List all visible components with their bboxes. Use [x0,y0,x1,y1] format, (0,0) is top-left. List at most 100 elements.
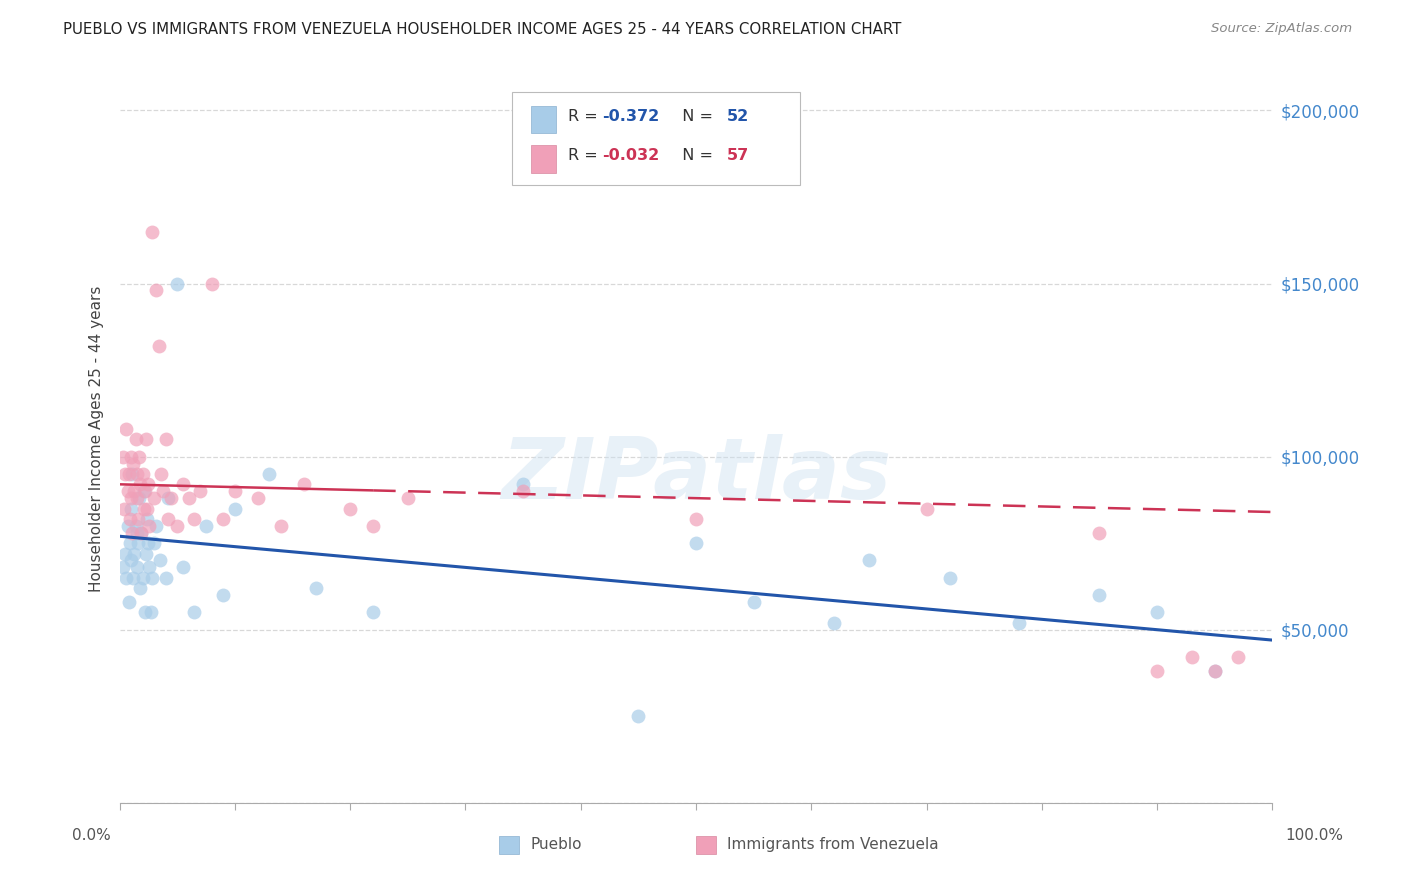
Point [118,595,141,609]
Point [120,450,142,464]
Point [148,339,170,353]
Point [1088,525,1111,540]
FancyBboxPatch shape [531,145,557,173]
Point [124,519,146,533]
Point [1008,615,1031,630]
Point [292,477,315,491]
Bar [499,836,519,854]
Text: N =: N = [672,148,718,163]
Point [155,571,177,585]
Point [138,536,160,550]
Text: ZIPatlas: ZIPatlas [501,434,891,517]
FancyBboxPatch shape [512,92,800,185]
Point [685,512,707,526]
Point [823,615,845,630]
Point [246,491,269,505]
Point [112,501,135,516]
Point [512,477,534,491]
Point [145,284,167,298]
Point [361,519,384,533]
Point [183,512,205,526]
Point [160,491,183,505]
Point [156,491,179,505]
Point [1146,665,1168,679]
Point [742,595,765,609]
Text: R =: R = [568,109,603,123]
Point [131,525,153,540]
Point [135,433,157,447]
Point [141,225,163,239]
Point [156,512,179,526]
Point [166,519,188,533]
Point [134,484,156,499]
Point [135,547,157,561]
Point [1226,650,1249,665]
Point [128,491,150,505]
Point [131,571,153,585]
Point [224,501,246,516]
Point [132,501,155,516]
Point [1204,665,1226,679]
Point [111,560,134,574]
Point [122,571,145,585]
Point [131,467,153,481]
Text: Pueblo: Pueblo [530,838,582,852]
Point [120,553,142,567]
Point [304,581,326,595]
Point [361,606,384,620]
Point [915,501,938,516]
Point [194,519,218,533]
Point [127,536,149,550]
Point [224,484,246,499]
Point [129,581,152,595]
Point [188,484,211,499]
Point [131,525,153,540]
Text: R =: R = [568,148,603,163]
Point [201,277,224,291]
Point [127,512,149,526]
Point [115,571,138,585]
Text: 0.0%: 0.0% [72,829,111,843]
Point [172,477,194,491]
Point [149,553,172,567]
Point [117,484,139,499]
Point [121,525,143,540]
Point [118,512,141,526]
Text: Source: ZipAtlas.com: Source: ZipAtlas.com [1212,22,1353,36]
Text: 57: 57 [727,148,749,163]
Point [166,277,188,291]
Point [143,536,166,550]
Point [118,467,141,481]
Point [124,484,146,499]
Point [121,467,143,481]
Point [124,547,146,561]
Point [136,512,159,526]
FancyBboxPatch shape [531,105,557,133]
Text: 100.0%: 100.0% [1285,829,1344,843]
Point [138,560,160,574]
Point [155,433,177,447]
Point [122,457,145,471]
Point [141,571,163,585]
Point [512,484,534,499]
Point [114,467,136,481]
Point [1088,588,1111,602]
Point [117,519,139,533]
Point [138,519,160,533]
Point [125,525,148,540]
Point [114,547,136,561]
Text: PUEBLO VS IMMIGRANTS FROM VENEZUELA HOUSEHOLDER INCOME AGES 25 - 44 YEARS CORREL: PUEBLO VS IMMIGRANTS FROM VENEZUELA HOUS… [63,22,901,37]
Y-axis label: Householder Income Ages 25 - 44 years: Householder Income Ages 25 - 44 years [89,286,104,592]
Point [118,536,141,550]
Point [125,560,148,574]
Point [120,501,142,516]
Point [259,467,281,481]
Point [128,450,150,464]
Point [339,501,361,516]
Point [172,560,194,574]
Point [627,709,650,723]
Point [132,484,155,499]
Text: 52: 52 [727,109,749,123]
Point [145,519,167,533]
Point [858,553,880,567]
